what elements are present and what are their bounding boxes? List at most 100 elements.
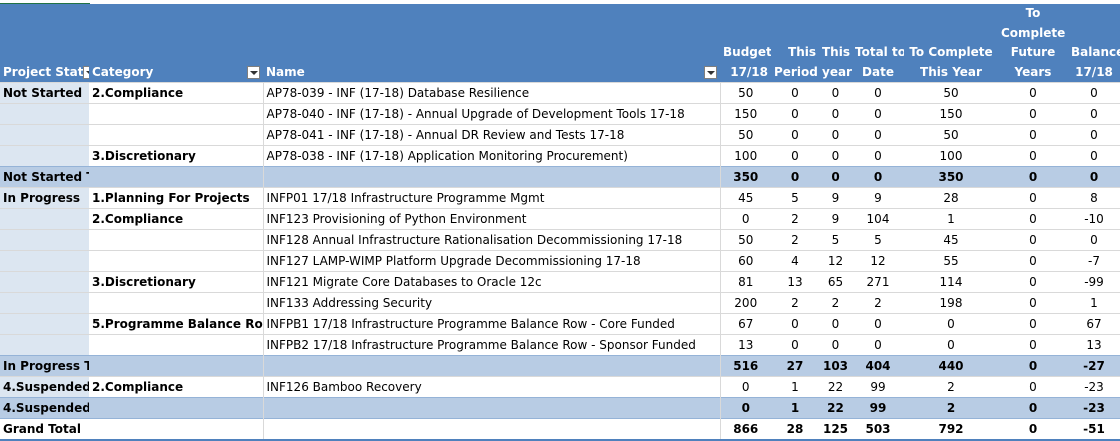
to-complete-this-year-cell[interactable]: 150 xyxy=(904,103,998,125)
status-cell[interactable]: Grand Total xyxy=(0,418,89,441)
name-cell[interactable] xyxy=(262,166,720,188)
this-period-cell[interactable]: 0 xyxy=(771,166,819,188)
this-period-cell[interactable]: 28 xyxy=(771,418,819,441)
total-to-date-cell[interactable]: 503 xyxy=(852,418,904,441)
category-cell[interactable]: 2.Compliance xyxy=(89,376,263,398)
category-cell[interactable] xyxy=(89,355,263,377)
to-complete-this-year-cell[interactable]: 0 xyxy=(904,313,998,335)
budget-cell[interactable]: 200 xyxy=(719,292,771,314)
this-year-cell[interactable]: 0 xyxy=(819,82,852,104)
to-complete-this-year-cell[interactable]: 2 xyxy=(904,376,998,398)
balance-cell[interactable]: -23 xyxy=(1068,397,1120,419)
filter-dropdown-icon[interactable] xyxy=(247,66,260,79)
budget-cell[interactable]: 350 xyxy=(719,166,771,188)
balance-cell[interactable]: -51 xyxy=(1068,418,1120,441)
name-cell[interactable]: INFPB1 17/18 Infrastructure Programme Ba… xyxy=(262,313,720,335)
to-complete-future-years-cell[interactable]: 0 xyxy=(998,82,1068,104)
budget-cell[interactable]: 0 xyxy=(719,376,771,398)
total-to-date-cell[interactable]: 9 xyxy=(852,187,904,209)
status-cell[interactable] xyxy=(0,124,89,146)
category-cell[interactable] xyxy=(89,166,263,188)
balance-cell[interactable]: 0 xyxy=(1068,124,1120,146)
to-complete-future-years-cell[interactable]: 0 xyxy=(998,103,1068,125)
name-cell[interactable] xyxy=(262,397,720,419)
category-cell[interactable] xyxy=(89,334,263,356)
status-cell[interactable]: 4.Suspended Total xyxy=(0,397,89,419)
this-period-cell[interactable]: 27 xyxy=(771,355,819,377)
status-cell[interactable] xyxy=(0,271,89,293)
filter-dropdown-icon[interactable] xyxy=(704,66,717,79)
to-complete-future-years-cell[interactable]: 0 xyxy=(998,145,1068,167)
to-complete-this-year-cell[interactable]: 100 xyxy=(904,145,998,167)
status-cell[interactable]: Not Started Total xyxy=(0,166,89,188)
budget-cell[interactable]: 866 xyxy=(719,418,771,441)
this-period-cell[interactable]: 0 xyxy=(771,103,819,125)
budget-cell[interactable]: 150 xyxy=(719,103,771,125)
budget-cell[interactable]: 0 xyxy=(719,397,771,419)
to-complete-this-year-cell[interactable]: 198 xyxy=(904,292,998,314)
total-to-date-cell[interactable]: 0 xyxy=(852,124,904,146)
total-to-date-cell[interactable]: 0 xyxy=(852,166,904,188)
this-year-cell[interactable]: 65 xyxy=(819,271,852,293)
this-period-cell[interactable]: 1 xyxy=(771,376,819,398)
category-cell[interactable] xyxy=(89,292,263,314)
to-complete-future-years-cell[interactable]: 0 xyxy=(998,376,1068,398)
budget-cell[interactable]: 0 xyxy=(719,208,771,230)
total-to-date-cell[interactable]: 0 xyxy=(852,82,904,104)
budget-cell[interactable]: 50 xyxy=(719,124,771,146)
this-year-cell[interactable]: 22 xyxy=(819,397,852,419)
this-year-cell[interactable]: 12 xyxy=(819,250,852,272)
balance-cell[interactable]: 0 xyxy=(1068,229,1120,251)
category-cell[interactable]: 2.Compliance xyxy=(89,82,263,104)
this-period-cell[interactable]: 4 xyxy=(771,250,819,272)
to-complete-future-years-cell[interactable]: 0 xyxy=(998,292,1068,314)
to-complete-this-year-cell[interactable]: 350 xyxy=(904,166,998,188)
name-cell[interactable] xyxy=(262,418,720,441)
category-cell[interactable] xyxy=(89,250,263,272)
total-to-date-cell[interactable]: 5 xyxy=(852,229,904,251)
budget-cell[interactable]: 100 xyxy=(719,145,771,167)
this-period-cell[interactable]: 2 xyxy=(771,229,819,251)
balance-cell[interactable]: -99 xyxy=(1068,271,1120,293)
this-year-cell[interactable]: 0 xyxy=(819,145,852,167)
category-cell[interactable]: 2.Compliance xyxy=(89,208,263,230)
total-to-date-cell[interactable]: 2 xyxy=(852,292,904,314)
this-period-cell[interactable]: 2 xyxy=(771,208,819,230)
name-cell[interactable] xyxy=(262,355,720,377)
balance-cell[interactable]: 13 xyxy=(1068,334,1120,356)
this-year-cell[interactable]: 22 xyxy=(819,376,852,398)
total-to-date-cell[interactable]: 0 xyxy=(852,103,904,125)
this-year-cell[interactable]: 9 xyxy=(819,187,852,209)
budget-cell[interactable]: 13 xyxy=(719,334,771,356)
category-cell[interactable] xyxy=(89,418,263,441)
balance-cell[interactable]: 0 xyxy=(1068,103,1120,125)
to-complete-this-year-cell[interactable]: 1 xyxy=(904,208,998,230)
this-year-cell[interactable]: 2 xyxy=(819,292,852,314)
balance-cell[interactable]: 0 xyxy=(1068,82,1120,104)
name-cell[interactable]: INFPB2 17/18 Infrastructure Programme Ba… xyxy=(262,334,720,356)
budget-cell[interactable]: 50 xyxy=(719,229,771,251)
name-cell[interactable]: INF133 Addressing Security xyxy=(262,292,720,314)
name-cell[interactable]: INFP01 17/18 Infrastructure Programme Mg… xyxy=(262,187,720,209)
this-period-cell[interactable]: 0 xyxy=(771,82,819,104)
this-period-cell[interactable]: 1 xyxy=(771,397,819,419)
status-cell[interactable]: Not Started xyxy=(0,82,89,104)
balance-cell[interactable]: -10 xyxy=(1068,208,1120,230)
this-period-cell[interactable]: 0 xyxy=(771,124,819,146)
to-complete-this-year-cell[interactable]: 792 xyxy=(904,418,998,441)
to-complete-this-year-cell[interactable]: 28 xyxy=(904,187,998,209)
budget-cell[interactable]: 50 xyxy=(719,82,771,104)
this-period-cell[interactable]: 0 xyxy=(771,334,819,356)
status-cell[interactable] xyxy=(0,229,89,251)
name-cell[interactable]: AP78-041 - INF (17-18) - Annual DR Revie… xyxy=(262,124,720,146)
name-cell[interactable]: INF121 Migrate Core Databases to Oracle … xyxy=(262,271,720,293)
to-complete-this-year-cell[interactable]: 45 xyxy=(904,229,998,251)
budget-cell[interactable]: 516 xyxy=(719,355,771,377)
this-year-cell[interactable]: 0 xyxy=(819,334,852,356)
budget-cell[interactable]: 60 xyxy=(719,250,771,272)
balance-cell[interactable]: 67 xyxy=(1068,313,1120,335)
this-year-cell[interactable]: 125 xyxy=(819,418,852,441)
category-cell[interactable]: 5.Programme Balance Row xyxy=(89,313,263,335)
total-to-date-cell[interactable]: 271 xyxy=(852,271,904,293)
total-to-date-cell[interactable]: 0 xyxy=(852,145,904,167)
